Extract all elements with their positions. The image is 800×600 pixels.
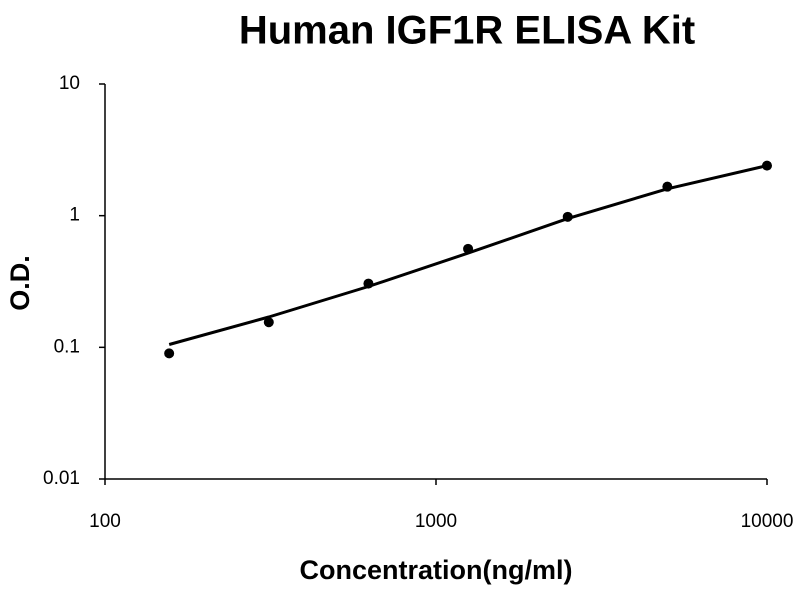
- y-tick-label: 10: [59, 73, 80, 94]
- data-point: [662, 181, 673, 192]
- y-axis-label: O.D.: [5, 255, 35, 311]
- y-tick-label: 0.01: [43, 468, 80, 489]
- data-point: [263, 317, 274, 328]
- x-tick-label: 1000: [415, 511, 457, 532]
- x-tick-label: 100: [89, 511, 121, 532]
- data-point: [463, 243, 474, 254]
- y-tick-label: 1: [69, 205, 80, 226]
- data-point: [164, 348, 175, 359]
- x-axis-label: Concentration(ng/ml): [300, 555, 573, 585]
- x-tick-label: 10000: [741, 511, 794, 532]
- chart-title: Human IGF1R ELISA Kit: [239, 9, 695, 53]
- data-point: [762, 160, 772, 171]
- data-point: [562, 211, 573, 222]
- y-tick-label: 0.1: [54, 336, 80, 357]
- fit-curve: [168, 164, 768, 346]
- data-point: [363, 278, 374, 289]
